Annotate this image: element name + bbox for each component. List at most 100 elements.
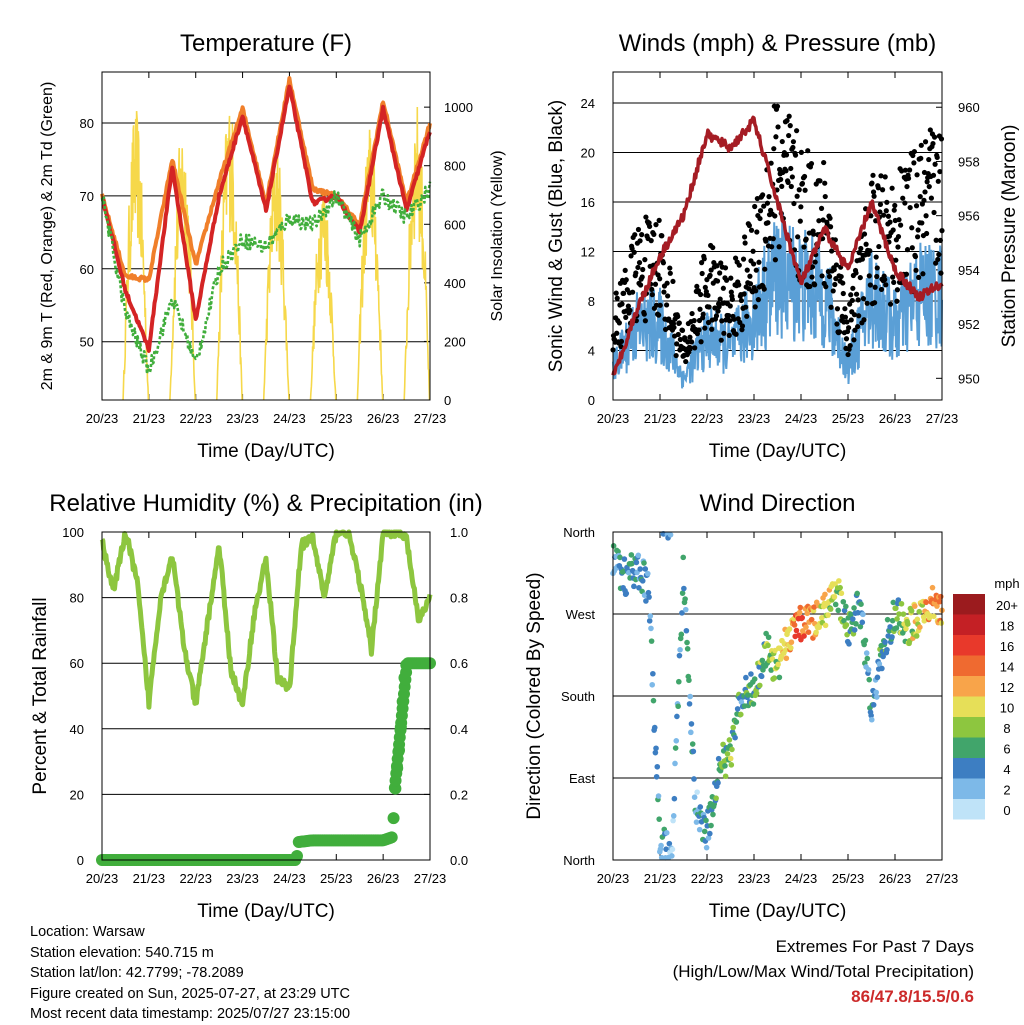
extremes-values: 86/47.8/15.5/0.6 — [851, 987, 974, 1006]
direction-point — [669, 853, 675, 859]
direction-point — [646, 618, 653, 624]
direction-point — [896, 611, 902, 617]
gust-point — [852, 327, 858, 333]
gust-point — [706, 304, 712, 310]
direction-point — [938, 620, 945, 626]
gust-point — [686, 349, 692, 355]
gust-point — [882, 174, 888, 180]
gust-point — [913, 267, 919, 273]
direction-point — [654, 763, 661, 770]
panel-3: Relative Humidity (%) & Precipitation (i… — [30, 490, 483, 922]
gust-point — [935, 178, 941, 184]
direction-point — [873, 689, 879, 696]
legend-label: 14 — [1000, 660, 1014, 675]
y-right-tick-label: 600 — [444, 217, 466, 232]
direction-point — [759, 657, 766, 664]
legend-swatch — [953, 696, 985, 717]
gust-point — [722, 265, 729, 271]
legend-swatch — [953, 717, 985, 738]
gust-point — [688, 339, 695, 345]
y-right-tick-label: 1000 — [444, 100, 473, 115]
direction-point — [843, 603, 849, 610]
direction-point — [707, 830, 713, 837]
gust-point — [783, 168, 789, 174]
direction-point — [862, 637, 869, 644]
direction-point — [682, 596, 688, 602]
gust-point — [884, 199, 890, 205]
gust-point — [883, 208, 889, 214]
gust-point — [649, 292, 655, 298]
gust-point — [882, 277, 888, 283]
gust-point — [805, 148, 811, 154]
direction-point — [863, 650, 870, 656]
gust-point — [738, 297, 745, 304]
gust-point — [931, 134, 938, 140]
y-tick-label: 4 — [588, 343, 595, 358]
direction-point — [908, 608, 915, 614]
direction-point — [641, 560, 647, 566]
gust-point — [631, 249, 637, 255]
gust-point — [635, 226, 642, 233]
gust-point — [727, 318, 733, 324]
gust-point — [867, 282, 873, 288]
gust-point — [760, 192, 766, 198]
direction-point — [688, 729, 694, 736]
gust-point — [858, 245, 864, 252]
direction-point — [799, 614, 805, 621]
gust-point — [838, 273, 844, 280]
gust-point — [757, 208, 764, 214]
plot-frame — [612, 531, 943, 861]
gust-point — [761, 286, 767, 292]
gust-point — [663, 302, 670, 308]
x-tick-label: 25/23 — [320, 411, 353, 426]
direction-point — [929, 584, 936, 591]
direction-point — [669, 846, 676, 853]
direction-point — [838, 590, 845, 597]
direction-point — [681, 585, 687, 592]
gust-point — [861, 231, 868, 237]
gust-point — [775, 124, 781, 130]
direction-point — [679, 610, 685, 616]
gust-point — [802, 187, 808, 193]
direction-point — [796, 609, 803, 616]
gust-point — [744, 313, 750, 319]
gust-point — [661, 289, 667, 295]
x-tick-label: 21/23 — [644, 871, 677, 886]
gust-point — [847, 301, 853, 307]
x-tick-label: 20/23 — [597, 871, 630, 886]
direction-point — [732, 734, 738, 741]
direction-point — [768, 667, 774, 673]
x-tick-label: 22/23 — [691, 411, 724, 426]
direction-point — [876, 661, 883, 667]
gust-point — [639, 232, 645, 238]
direction-point — [647, 613, 654, 619]
direction-point — [682, 606, 689, 613]
y-tick-label: 60 — [70, 656, 84, 671]
gust-point — [713, 313, 720, 319]
direction-point — [917, 624, 923, 630]
y-right-tick-label: 0.0 — [450, 853, 468, 868]
gust-point — [733, 331, 739, 337]
y-tick-label: 50 — [80, 335, 94, 350]
temp-series-3 — [100, 181, 432, 375]
gust-point — [911, 160, 917, 166]
gust-point — [660, 260, 667, 266]
gust-point — [797, 218, 803, 224]
y-tick-label: 12 — [581, 244, 595, 259]
gust-point — [616, 320, 622, 326]
gust-point — [765, 220, 771, 226]
direction-point — [793, 627, 800, 634]
y-tick-label: 0 — [77, 853, 84, 868]
gust-point — [755, 297, 761, 303]
gust-point — [875, 185, 881, 191]
direction-point — [813, 629, 819, 636]
direction-point — [722, 763, 728, 769]
direction-point — [868, 712, 874, 719]
gust-point — [874, 265, 880, 271]
gust-point — [753, 288, 759, 294]
gust-point — [621, 290, 627, 296]
y-right-tick-label: 1.0 — [450, 525, 468, 540]
direction-point — [787, 645, 794, 651]
y-right-tick-label: 952 — [958, 317, 980, 332]
y-tick-label: 60 — [80, 262, 94, 277]
